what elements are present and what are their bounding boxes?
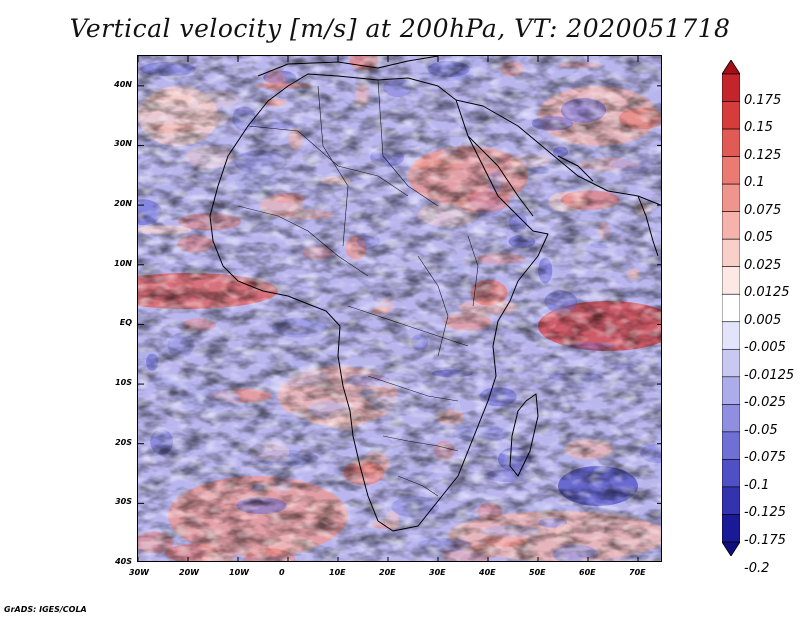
- latitude-label: 10S: [115, 378, 132, 388]
- field-texture-white: [138, 56, 661, 561]
- colorbar-swatch: [722, 293, 740, 323]
- colorbar-swatch: [722, 321, 740, 350]
- longitude-label: 0: [279, 568, 285, 577]
- longitude-label: 10E: [329, 568, 346, 577]
- latitude-label: 20N: [114, 199, 132, 209]
- colorbar-max-arrow: [722, 60, 740, 75]
- colorbar-label: -0.2: [744, 560, 770, 576]
- colorbar-label: 0.15: [744, 120, 773, 136]
- longitude-label: 10W: [229, 568, 249, 577]
- latitude-label: 20S: [115, 437, 132, 447]
- persian-gulf: [557, 155, 594, 182]
- colorbar-label: -0.1: [744, 477, 770, 493]
- longitude-label: 70E: [629, 568, 646, 577]
- india-coastline: [637, 195, 659, 257]
- mediterranean-coast: [257, 56, 439, 77]
- latitude-label: 10N: [114, 258, 132, 268]
- longitude-label: 40E: [479, 568, 496, 577]
- colorbar-label: -0.005: [744, 340, 786, 356]
- longitude-label: 30W: [129, 568, 149, 577]
- colorbar-swatch: [722, 514, 740, 543]
- colorbar-label: 0.005: [744, 312, 782, 328]
- colorbar-swatch: [722, 431, 740, 460]
- map-title: Vertical velocity [m/s] at 200hPa, VT: 2…: [69, 14, 731, 43]
- colorbar-swatch: [722, 211, 740, 240]
- colorbar-swatch: [722, 404, 740, 433]
- colorbar-label: 0.0125: [744, 285, 790, 301]
- colorbar-label: -0.125: [744, 505, 786, 521]
- colorbar-label: -0.075: [744, 450, 786, 466]
- grads-credit: GrADS: IGES/COLA: [4, 605, 87, 614]
- country-borders: [237, 79, 479, 497]
- colorbar-label: 0.025: [744, 257, 782, 273]
- latitude-label: 30N: [114, 139, 132, 149]
- latitude-label: 30S: [115, 497, 132, 507]
- map-plot-area: [137, 55, 662, 562]
- colorbar-label: 0.1: [744, 175, 765, 191]
- colorbar-swatch: [722, 128, 740, 157]
- colorbar-label: -0.175: [744, 533, 786, 548]
- longitude-label: 30E: [429, 568, 446, 577]
- colorbar-label: -0.0125: [744, 367, 795, 383]
- longitude-label: 60E: [579, 568, 596, 577]
- longitude-label: 50E: [529, 568, 546, 577]
- colorbar-swatch: [722, 183, 740, 212]
- latitude-label: 40S: [115, 557, 132, 566]
- colorbar: [722, 60, 740, 556]
- vertical-velocity-field: [138, 56, 661, 561]
- colorbar-swatch: [722, 156, 740, 185]
- colorbar-swatch: [722, 73, 740, 102]
- colorbar-swatch: [722, 486, 740, 515]
- colorbar-label: 0.125: [744, 147, 782, 163]
- arabia-coastline: [455, 99, 661, 206]
- colorbar-swatch: [722, 348, 740, 378]
- colorbar-label: 0.175: [744, 92, 782, 108]
- colorbar-label: 0.05: [744, 230, 773, 246]
- coastlines: [209, 56, 661, 532]
- colorbar-label: -0.025: [744, 395, 786, 411]
- africa-coastline: [209, 73, 549, 532]
- colorbar-swatch: [722, 238, 740, 268]
- longitude-label: 20W: [179, 568, 199, 577]
- colorbar-label: -0.05: [744, 422, 778, 438]
- colorbar-swatch: [722, 376, 740, 405]
- colorbar-min-arrow: [722, 541, 740, 556]
- longitude-label: 20E: [379, 568, 396, 577]
- map-ticks: [138, 56, 661, 561]
- red-sea: [467, 135, 534, 217]
- colorbar-swatch: [722, 266, 740, 295]
- colorbar-swatch: [722, 101, 740, 130]
- colorbar-swatch: [722, 459, 740, 488]
- madagascar-coastline: [509, 393, 539, 477]
- latitude-label: 40N: [114, 79, 132, 89]
- colorbar-label: 0.075: [744, 202, 782, 218]
- latitude-label: EQ: [119, 318, 132, 328]
